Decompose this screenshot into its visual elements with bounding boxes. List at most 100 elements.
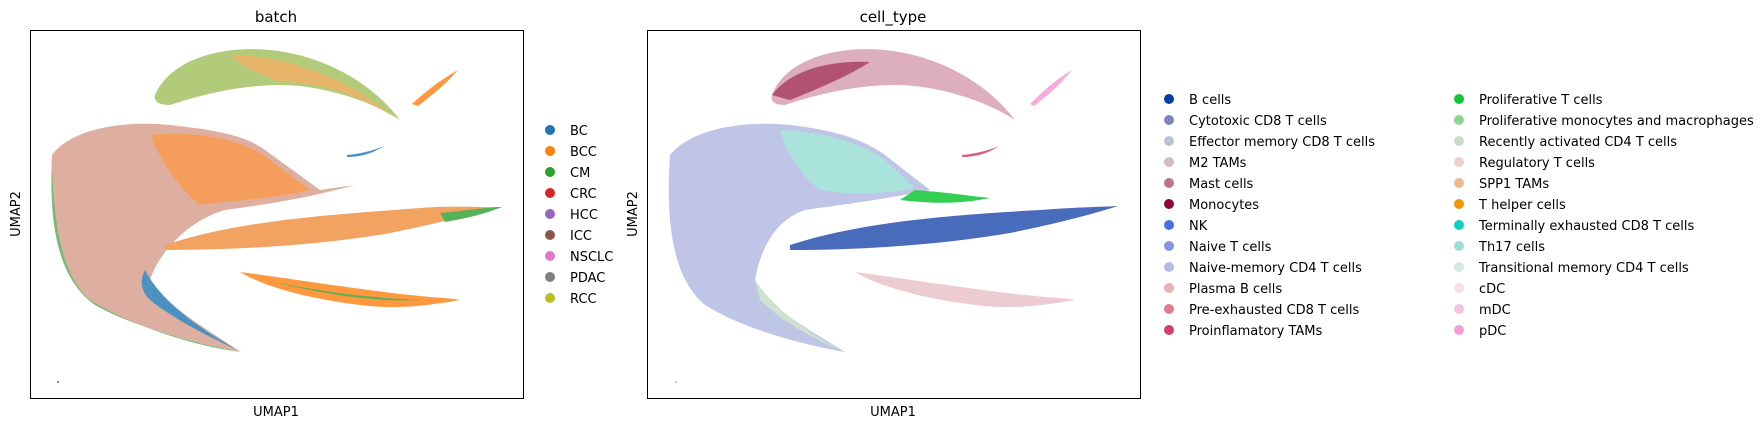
batch-outlier-point (57, 381, 59, 383)
cell-type-legend-item: Cytotoxic CD8 T cells (1164, 114, 1327, 129)
cell-type-legend-label: Terminally exhausted CD8 T cells (1478, 219, 1694, 234)
cell-type-legend-marker (1164, 94, 1174, 104)
batch-legend-marker (545, 146, 555, 156)
batch-legend-marker (545, 167, 555, 177)
cell-type-legend-marker (1454, 241, 1464, 251)
batch-legend-marker (545, 272, 555, 282)
cell-type-legend-marker (1164, 325, 1174, 335)
cell-type-legend-marker (1454, 304, 1464, 314)
cell-type-legend-item: B cells (1164, 93, 1231, 108)
cell-type-axes-frame (647, 30, 1141, 399)
cell-type-legend-item: Naive T cells (1164, 240, 1272, 255)
batch-legend-item: CRC (545, 187, 597, 202)
cell-type-legend-item: NK (1164, 219, 1208, 234)
cell-type-legend-label: Pre-exhausted CD8 T cells (1189, 303, 1359, 318)
cell-type-legend-marker (1164, 304, 1174, 314)
cell-type-legend-label: NK (1189, 219, 1208, 234)
cell-type-legend-item: Effector memory CD8 T cells (1164, 135, 1375, 150)
cell-type-legend-marker (1454, 325, 1464, 335)
cell-type-legend-label: M2 TAMs (1189, 156, 1247, 171)
cell-type-legend-label: Recently activated CD4 T cells (1479, 135, 1677, 150)
cell-type-legend: B cells Cytotoxic CD8 T cells Effector mem… (1164, 93, 1754, 339)
cell-type-legend-marker (1454, 115, 1464, 125)
cell-type-legend-item: T helper cells (1454, 198, 1566, 213)
cell-type-legend-item: Proliferative monocytes and macrophages (1454, 114, 1754, 129)
cell-type-legend-marker (1164, 178, 1174, 188)
batch-legend-item: ICC (545, 229, 592, 244)
cell-type-legend-label: T helper cells (1478, 198, 1566, 213)
cell-type-legend-label: pDC (1479, 324, 1506, 339)
batch-legend-label: CRC (570, 187, 597, 202)
cell-type-cluster-small-red (962, 146, 999, 157)
cell-type-legend-marker (1164, 199, 1174, 209)
batch-legend-item: BC (545, 124, 588, 139)
cell-type-legend-item: Plasma B cells (1164, 282, 1282, 297)
cell-type-legend-item: Transitional memory CD4 T cells (1454, 261, 1689, 276)
cell-type-legend-label: SPP1 TAMs (1479, 177, 1549, 192)
cell-type-scatter-clusters (668, 49, 1118, 383)
cell-type-legend-label: Cytotoxic CD8 T cells (1189, 114, 1327, 129)
cell-type-legend-marker (1454, 94, 1464, 104)
batch-legend-label: PDAC (570, 271, 605, 286)
batch-axes-frame (30, 30, 524, 399)
batch-cluster-main-green-edge (51, 170, 241, 352)
batch-scatter-clusters (51, 49, 502, 383)
cell-type-legend-label: Naive-memory CD4 T cells (1189, 261, 1362, 276)
cell-type-legend-marker (1164, 157, 1174, 167)
cell-type-cluster-plasma-arc (855, 272, 1075, 308)
cell-type-legend-item: Mast cells (1164, 177, 1254, 192)
cell-type-outlier-point (675, 381, 677, 383)
cell-type-legend-label: Effector memory CD8 T cells (1189, 135, 1375, 150)
batch-title: batch (255, 8, 297, 26)
cell-type-legend-label: Proinflamatory TAMs (1189, 324, 1323, 339)
batch-ylabel: UMAP2 (9, 191, 24, 237)
cell-type-legend-marker (1164, 115, 1174, 125)
cell-type-legend-label: Proliferative monocytes and macrophages (1479, 114, 1754, 129)
batch-legend-marker (545, 209, 555, 219)
cell-type-legend-item: pDC (1454, 324, 1506, 339)
batch-cluster-right-arm-green-tip (440, 207, 502, 222)
cell-type-legend-label: cDC (1479, 282, 1505, 297)
cell-type-panel: cell_type UMAP1 UMAP2 B cells Cytotoxic C… (626, 8, 1754, 420)
cell-type-legend-item: Th17 cells (1454, 240, 1545, 255)
cell-type-legend-label: Th17 cells (1478, 240, 1545, 255)
cell-type-legend-marker (1454, 199, 1464, 209)
batch-cluster-small-blue (347, 146, 384, 157)
batch-cluster-top-arc (154, 49, 400, 120)
cell-type-legend-item: Regulatory T cells (1454, 156, 1595, 171)
cell-type-legend-item: SPP1 TAMs (1454, 177, 1549, 192)
batch-legend-label: NSCLC (570, 250, 613, 265)
batch-xlabel: UMAP1 (253, 405, 299, 420)
cell-type-legend-item: Pre-exhausted CD8 T cells (1164, 303, 1359, 318)
cell-type-legend-item: Proinflamatory TAMs (1164, 324, 1323, 339)
cell-type-legend-item: Proliferative T cells (1454, 93, 1603, 108)
batch-cluster-small-orange (412, 70, 458, 106)
cell-type-legend-marker (1164, 241, 1174, 251)
batch-legend-marker (545, 125, 555, 135)
cell-type-legend-item: Naive-memory CD4 T cells (1164, 261, 1362, 276)
cell-type-legend-item: M2 TAMs (1164, 156, 1247, 171)
cell-type-cluster-main-green-edge (900, 190, 990, 203)
cell-type-cluster-top-arc-dark (772, 61, 870, 100)
batch-legend-item: NSCLC (545, 250, 613, 265)
cell-type-legend-item: Monocytes (1164, 198, 1259, 213)
cell-type-legend-label: Proliferative T cells (1479, 93, 1603, 108)
cell-type-legend-item: cDC (1454, 282, 1505, 297)
cell-type-legend-marker (1454, 157, 1464, 167)
cell-type-legend-label: B cells (1189, 93, 1231, 108)
batch-panel: batch UMAP1 UMAP2 BC BCC CM CRC HCC ICC NSCLC P… (9, 8, 613, 420)
batch-legend-item: RCC (545, 292, 597, 307)
batch-legend-label: ICC (570, 229, 592, 244)
batch-legend-label: BCC (570, 145, 597, 160)
batch-legend-item: BCC (545, 145, 597, 160)
cell-type-title: cell_type (860, 8, 927, 27)
batch-legend-label: RCC (570, 292, 597, 307)
cell-type-legend-item: Recently activated CD4 T cells (1454, 135, 1677, 150)
cell-type-legend-marker (1454, 136, 1464, 146)
cell-type-legend-marker (1454, 262, 1464, 272)
cell-type-cluster-main-teal (780, 130, 915, 194)
cell-type-legend-label: Naive T cells (1189, 240, 1272, 255)
cell-type-legend-label: mDC (1479, 303, 1511, 318)
cell-type-legend-label: Plasma B cells (1189, 282, 1282, 297)
